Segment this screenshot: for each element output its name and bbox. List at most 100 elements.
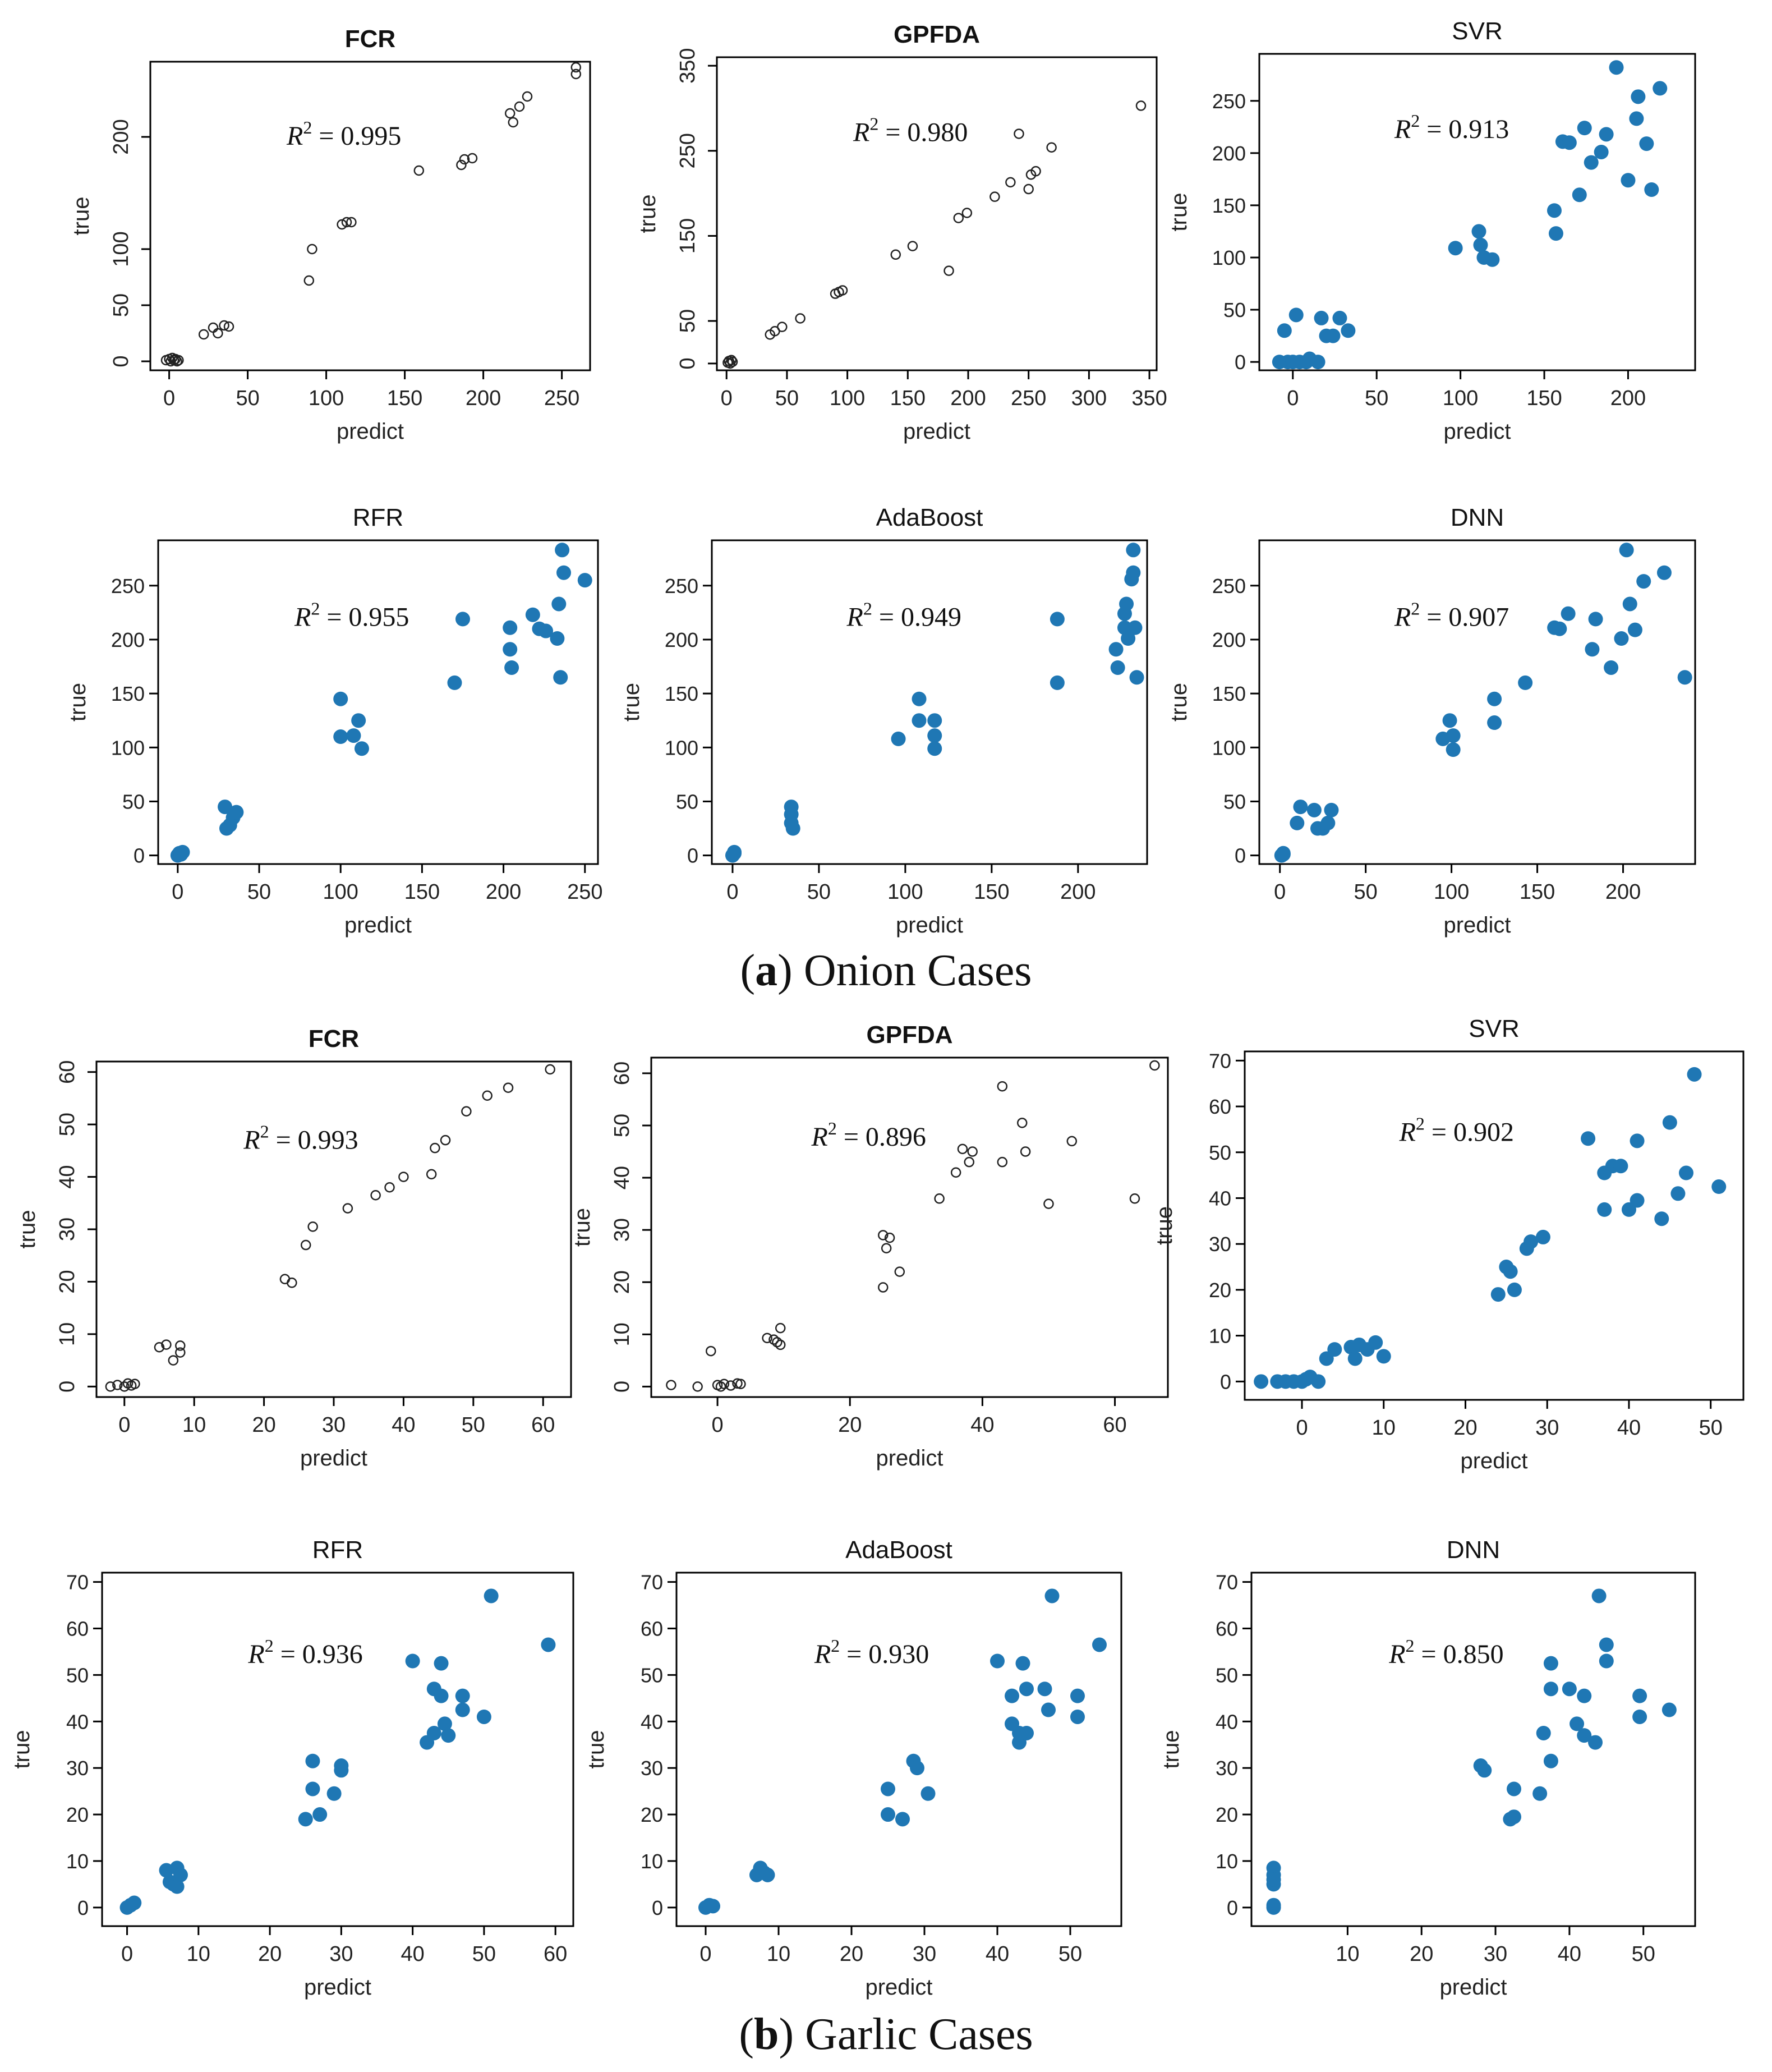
data-point [706, 1345, 716, 1357]
data-point [934, 1193, 945, 1204]
data-point [1661, 1702, 1677, 1717]
x-tick-label: 20 [1453, 1416, 1477, 1440]
data-point [1629, 111, 1644, 126]
data-point [1266, 1898, 1281, 1913]
data-point [777, 321, 788, 332]
data-point [1254, 1374, 1269, 1389]
data-point [555, 543, 570, 558]
y-tick-label: 0 [77, 1896, 89, 1919]
x-tick-label: 40 [1558, 1942, 1581, 1966]
data-point [1473, 237, 1488, 252]
y-tick-label: 200 [1212, 628, 1246, 651]
y-tick-label: 250 [665, 575, 698, 598]
data-point [1266, 1872, 1281, 1887]
data-point [550, 631, 565, 646]
data-point [884, 1232, 895, 1243]
data-point [1129, 1193, 1140, 1204]
r2-annotation: R2 = 0.949 [846, 598, 961, 632]
data-point [1276, 847, 1291, 862]
data-point [1662, 1115, 1677, 1130]
data-point [1548, 226, 1563, 241]
x-tick-label: 50 [472, 1942, 496, 1966]
y-tick-label: 40 [66, 1710, 89, 1733]
data-point [434, 1688, 449, 1703]
data-point [303, 275, 315, 286]
data-point [1016, 1118, 1028, 1128]
data-point [175, 1340, 186, 1351]
chart-title: FCR [345, 25, 395, 53]
x-tick-label: 30 [1535, 1416, 1559, 1440]
y-tick-label: 20 [56, 1270, 79, 1293]
data-point [1066, 1136, 1078, 1147]
r2-annotation: R2 = 0.907 [1394, 598, 1509, 632]
data-point [1585, 642, 1600, 657]
x-tick-label: 30 [913, 1942, 936, 1966]
data-point [1503, 1264, 1518, 1279]
plot-frame [650, 1056, 1169, 1398]
y-tick-label: 100 [109, 231, 133, 267]
data-point [1636, 574, 1651, 589]
data-point [1020, 1146, 1031, 1157]
y-tick-label: 250 [1212, 575, 1246, 598]
x-tick-label: 60 [531, 1413, 555, 1437]
data-point [775, 1339, 786, 1350]
data-point [173, 1867, 188, 1882]
data-point [1677, 670, 1692, 685]
data-point [1070, 1709, 1085, 1724]
y-axis-label: true [1159, 1730, 1184, 1769]
data-point [1614, 631, 1629, 646]
data-point [434, 1656, 449, 1671]
y-tick-label: 50 [122, 790, 145, 813]
data-point [119, 1381, 130, 1392]
data-point [1543, 1753, 1558, 1768]
data-point [545, 1064, 555, 1075]
x-tick-label: 20 [258, 1942, 282, 1966]
data-point [437, 1716, 452, 1731]
x-tick-label: 40 [392, 1413, 415, 1437]
x-axis-label: predict [1439, 1975, 1507, 2000]
data-point [175, 844, 190, 860]
x-tick-label: 60 [1103, 1413, 1126, 1437]
x-axis-label: predict [1443, 913, 1511, 938]
x-tick-label: 50 [462, 1413, 485, 1437]
data-point [1490, 1287, 1506, 1302]
data-point [484, 1588, 499, 1604]
y-tick-label: 40 [56, 1165, 79, 1188]
data-point [719, 1379, 730, 1389]
data-point [837, 285, 848, 296]
data-point [785, 821, 800, 836]
y-axis-label: true [584, 1730, 609, 1769]
data-point [307, 244, 317, 255]
data-point [1129, 670, 1144, 685]
x-axis-label: predict [903, 419, 970, 444]
data-point [461, 1106, 472, 1117]
y-tick-label: 200 [665, 628, 698, 651]
data-point [208, 322, 219, 333]
x-axis-label: predict [1460, 1449, 1527, 1473]
data-point [455, 1702, 470, 1717]
data-point [881, 1243, 892, 1253]
x-tick-label: 40 [986, 1942, 1009, 1966]
data-point [1630, 1193, 1645, 1208]
y-tick-label: 0 [1235, 351, 1246, 374]
data-point [508, 117, 519, 128]
y-tick-label: 250 [111, 575, 145, 598]
chart-onion-rfr: RFR 0 50 100 150 200 250 0 50 100 150 200 250 predict… [66, 504, 602, 938]
data-point [1347, 1351, 1363, 1366]
data-point [1014, 128, 1024, 139]
data-point [1324, 802, 1339, 817]
data-point [1110, 660, 1125, 675]
data-point [878, 1282, 889, 1293]
data-point [1599, 1637, 1614, 1652]
chart-garlic-fcr: FCR 0 10 20 30 40 50 60 0 10 20 30 40 50 60 predict true… [15, 1025, 572, 1471]
data-point [219, 320, 229, 331]
data-point [1005, 177, 1016, 188]
data-point [105, 1381, 116, 1392]
y-tick-label: 70 [641, 1571, 663, 1594]
y-tick-label: 30 [610, 1218, 634, 1242]
data-point [1376, 1349, 1391, 1364]
x-axis-label: predict [300, 1446, 367, 1471]
y-tick-label: 150 [676, 218, 699, 254]
data-point [553, 670, 568, 685]
data-point [1487, 715, 1502, 731]
